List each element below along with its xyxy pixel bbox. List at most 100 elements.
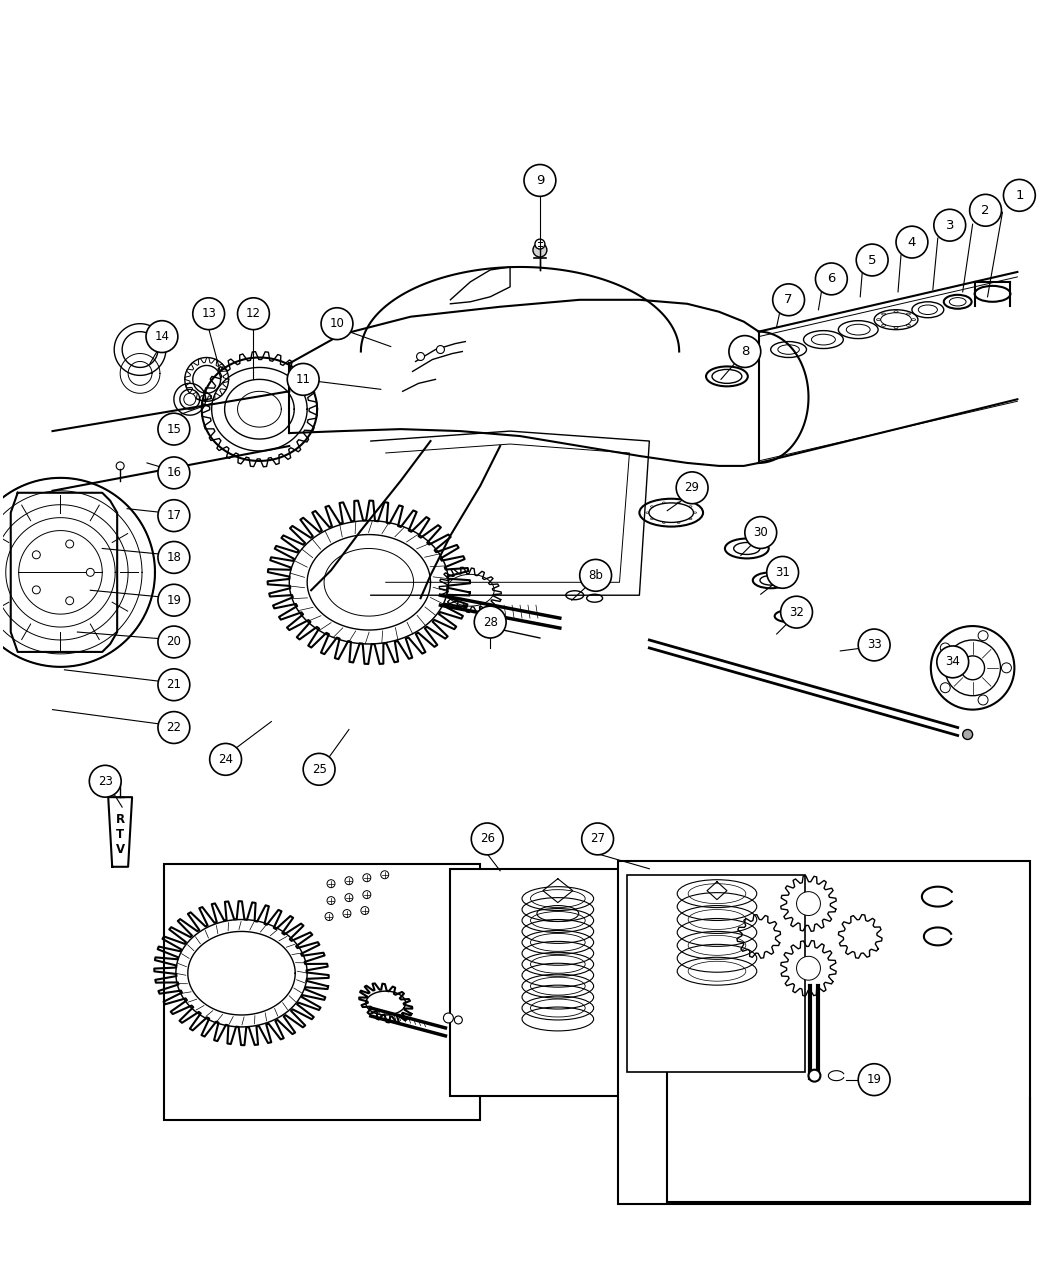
Circle shape	[327, 896, 335, 904]
Circle shape	[33, 551, 40, 558]
Circle shape	[146, 321, 177, 352]
Circle shape	[969, 194, 1002, 226]
Text: 26: 26	[480, 833, 495, 845]
Circle shape	[941, 682, 950, 692]
Circle shape	[33, 586, 40, 594]
Text: 31: 31	[775, 566, 790, 579]
Text: 1: 1	[1015, 189, 1024, 201]
Text: 6: 6	[827, 273, 836, 286]
Circle shape	[766, 556, 799, 588]
Circle shape	[158, 626, 190, 658]
Circle shape	[937, 646, 969, 678]
Text: 29: 29	[685, 481, 699, 495]
Text: 7: 7	[784, 293, 793, 306]
Circle shape	[327, 880, 335, 887]
Circle shape	[816, 263, 847, 295]
Text: 4: 4	[908, 236, 917, 249]
Circle shape	[158, 413, 190, 445]
Circle shape	[858, 1063, 890, 1095]
Circle shape	[729, 335, 761, 367]
Circle shape	[780, 597, 813, 629]
Circle shape	[303, 754, 335, 785]
Circle shape	[66, 541, 74, 548]
Text: 14: 14	[154, 330, 169, 343]
Circle shape	[979, 631, 988, 640]
Circle shape	[534, 240, 545, 249]
Circle shape	[361, 907, 369, 914]
Text: 8b: 8b	[588, 569, 603, 581]
Circle shape	[856, 244, 888, 275]
Text: 20: 20	[167, 635, 182, 649]
Circle shape	[158, 500, 190, 532]
Circle shape	[158, 669, 190, 701]
Circle shape	[158, 456, 190, 488]
Circle shape	[961, 655, 985, 680]
Circle shape	[437, 346, 444, 353]
Circle shape	[326, 913, 333, 921]
Circle shape	[808, 1070, 820, 1081]
FancyBboxPatch shape	[450, 868, 667, 1095]
Circle shape	[580, 560, 611, 592]
Circle shape	[288, 363, 319, 395]
Text: 5: 5	[868, 254, 877, 266]
Text: 33: 33	[866, 639, 882, 652]
Circle shape	[945, 640, 1001, 696]
Text: 19: 19	[166, 594, 182, 607]
Text: 25: 25	[312, 762, 327, 775]
Circle shape	[471, 824, 503, 854]
Circle shape	[86, 569, 94, 576]
Text: 27: 27	[590, 833, 605, 845]
Text: 12: 12	[246, 307, 261, 320]
Text: R
T
V: R T V	[116, 813, 125, 857]
Text: 15: 15	[167, 422, 182, 436]
Circle shape	[345, 894, 353, 901]
Text: 13: 13	[202, 307, 216, 320]
Circle shape	[979, 695, 988, 705]
Text: 32: 32	[790, 606, 804, 618]
Circle shape	[475, 606, 506, 638]
Text: 19: 19	[866, 1074, 882, 1086]
Circle shape	[744, 516, 777, 548]
Text: 16: 16	[166, 467, 182, 479]
Circle shape	[773, 284, 804, 316]
Circle shape	[184, 393, 195, 405]
Circle shape	[66, 597, 74, 604]
Text: 30: 30	[753, 527, 769, 539]
Circle shape	[210, 743, 242, 775]
Text: 22: 22	[166, 722, 182, 734]
Circle shape	[443, 1014, 454, 1023]
Text: 18: 18	[167, 551, 182, 564]
Circle shape	[343, 909, 351, 918]
FancyBboxPatch shape	[164, 863, 480, 1121]
Circle shape	[933, 209, 966, 241]
Circle shape	[417, 352, 424, 361]
Circle shape	[582, 824, 613, 854]
Circle shape	[363, 891, 371, 899]
Circle shape	[363, 873, 371, 882]
Text: 28: 28	[483, 616, 498, 629]
Text: 11: 11	[296, 372, 311, 386]
Text: 2: 2	[982, 204, 990, 217]
Text: 10: 10	[330, 317, 344, 330]
Text: 8: 8	[740, 346, 749, 358]
Circle shape	[941, 643, 950, 653]
Text: 21: 21	[166, 678, 182, 691]
Circle shape	[237, 298, 270, 330]
Text: 24: 24	[218, 752, 233, 766]
Circle shape	[89, 765, 121, 797]
Circle shape	[1004, 180, 1035, 212]
Circle shape	[345, 877, 353, 885]
Circle shape	[158, 542, 190, 574]
Circle shape	[117, 462, 124, 470]
Circle shape	[158, 584, 190, 616]
Text: 3: 3	[945, 219, 954, 232]
Circle shape	[797, 891, 820, 915]
Circle shape	[455, 1016, 462, 1024]
Circle shape	[797, 956, 820, 980]
FancyBboxPatch shape	[628, 875, 804, 1072]
Circle shape	[963, 729, 972, 740]
Circle shape	[321, 307, 353, 339]
Circle shape	[533, 244, 547, 258]
Circle shape	[1002, 663, 1011, 673]
Text: 23: 23	[98, 775, 112, 788]
